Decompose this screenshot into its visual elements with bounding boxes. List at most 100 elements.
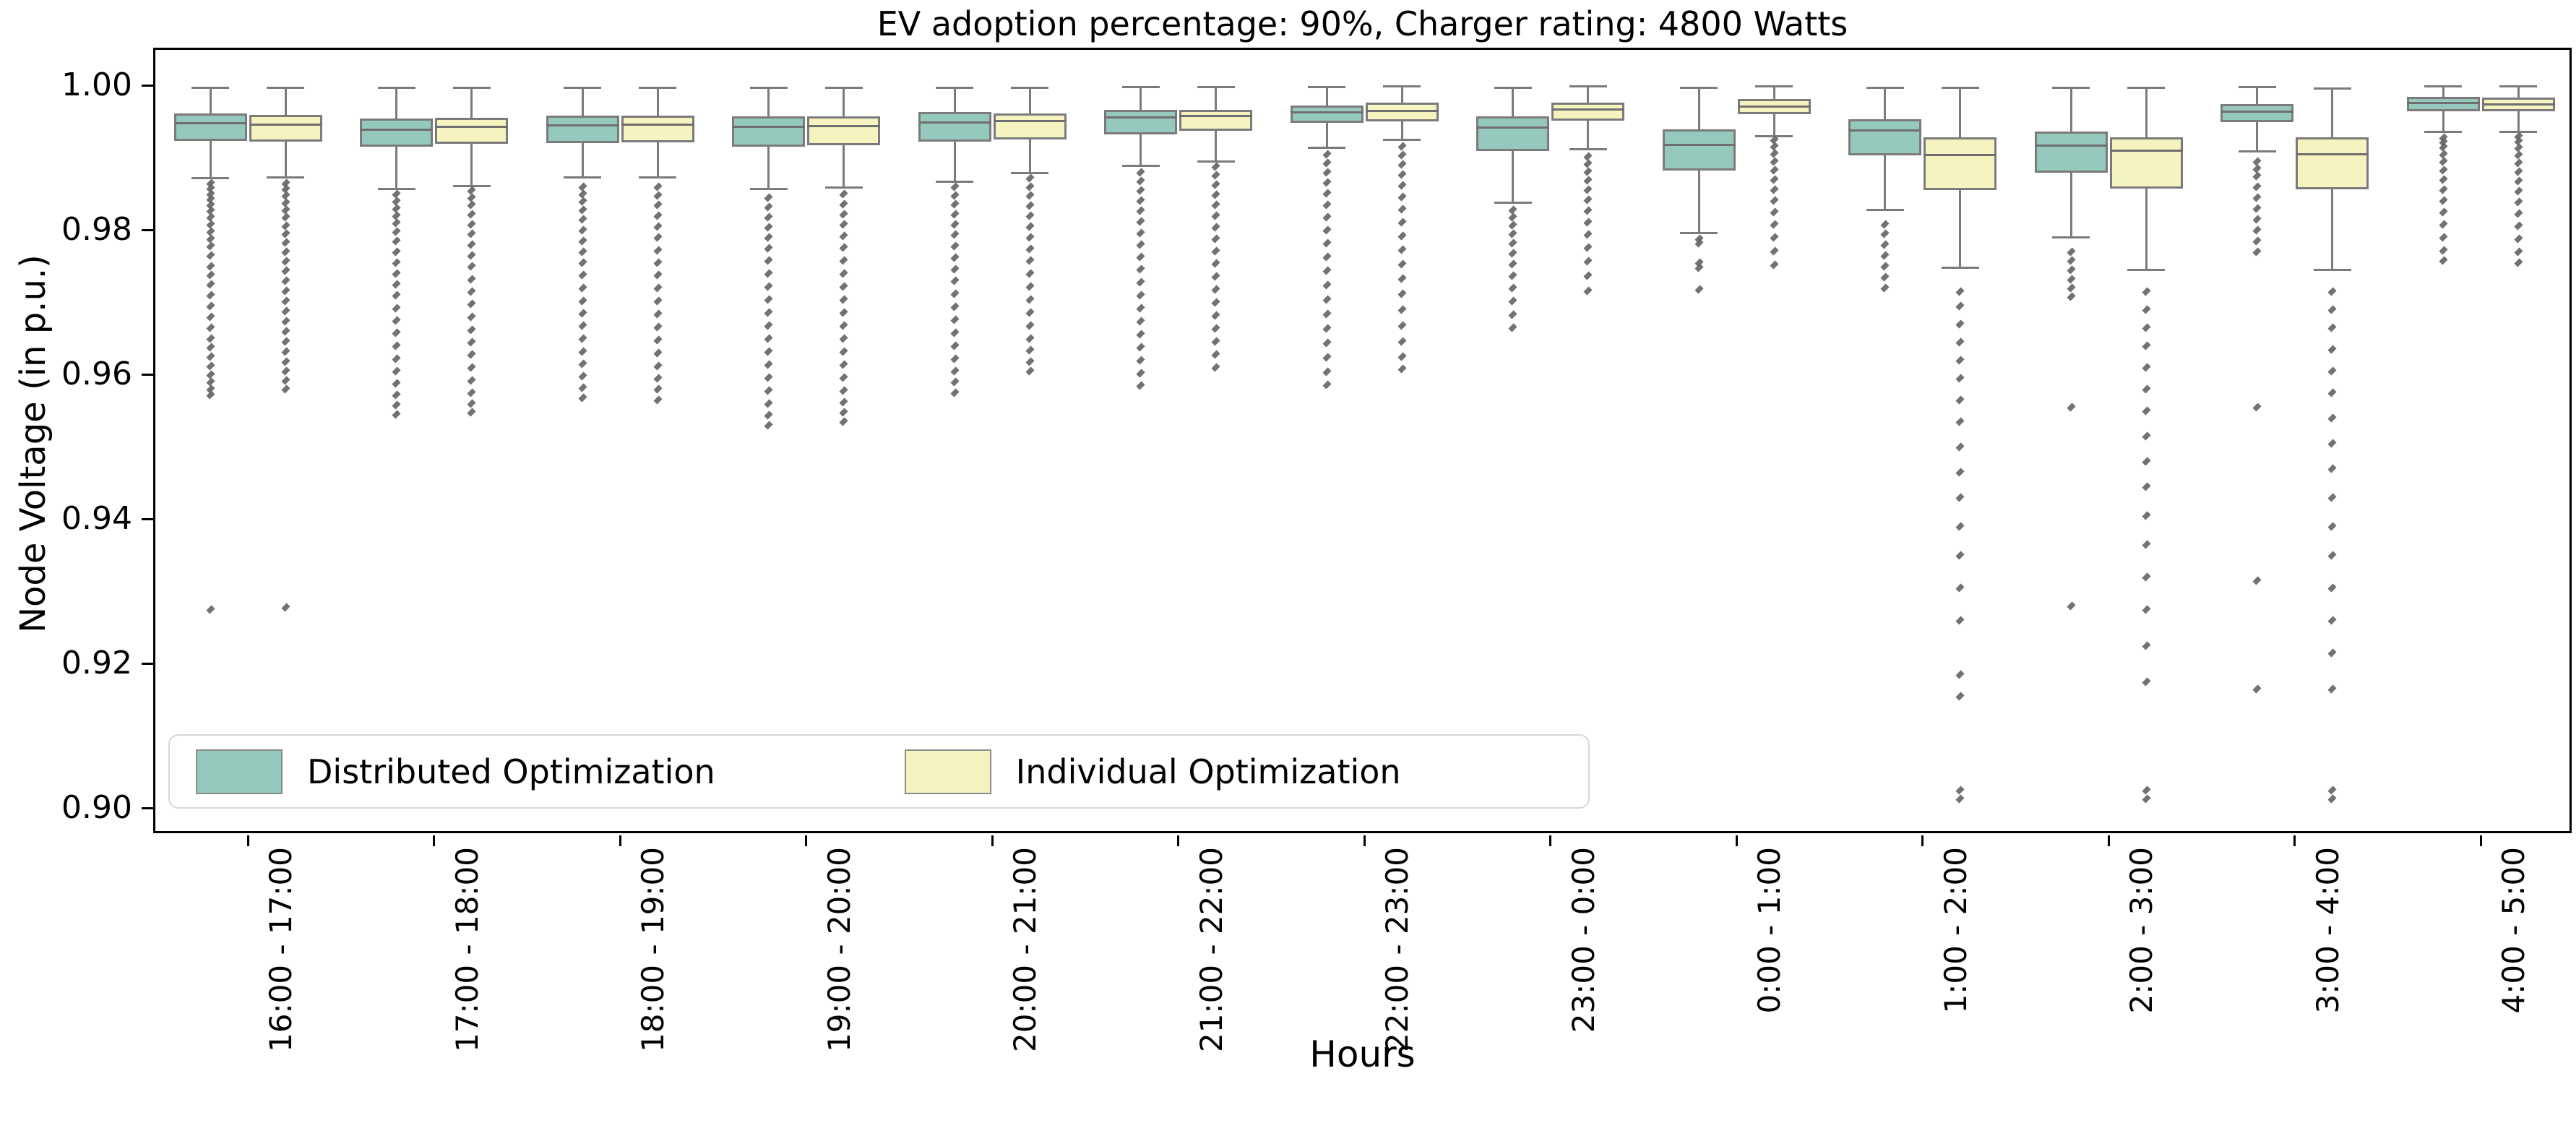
outlier-point <box>1955 286 1965 296</box>
outlier-point <box>280 237 290 247</box>
box-individual <box>1365 103 1439 121</box>
whisker-lower <box>395 147 397 189</box>
outlier-point <box>2327 785 2337 795</box>
outlier-point <box>949 199 960 209</box>
outlier-point <box>1769 232 1779 242</box>
whisker-cap-lower <box>377 187 415 190</box>
outlier-point <box>839 219 848 229</box>
outlier-point <box>2141 604 2151 614</box>
whisker-upper <box>2331 88 2333 137</box>
outlier-point <box>280 326 290 336</box>
outlier-point <box>1211 210 1220 220</box>
outlier-point <box>1322 280 1332 290</box>
outlier-point <box>1025 307 1035 317</box>
outlier-point <box>1508 309 1517 319</box>
whisker-cap-upper <box>1308 85 1345 88</box>
whisker-cap-lower <box>1197 160 1235 163</box>
outlier-point <box>392 268 401 278</box>
outlier-point <box>1136 316 1145 326</box>
outlier-point <box>1955 319 1965 329</box>
whisker-lower <box>1959 190 1961 267</box>
outlier-point <box>2327 684 2337 694</box>
y-tick-mark <box>142 662 153 665</box>
outlier-point <box>1508 212 1517 222</box>
outlier-point <box>839 294 848 304</box>
outlier-point <box>1880 228 1890 238</box>
outlier-point <box>2141 405 2151 416</box>
outlier-point <box>949 190 960 200</box>
outlier-point <box>1136 355 1145 365</box>
outlier-point <box>1955 416 1965 426</box>
outlier-point <box>1322 238 1332 248</box>
outlier-point <box>1136 303 1145 313</box>
plot-area: 1.00 0.98 0.96 0.94 0.92 0.90 16:00 - 17:00 17:… <box>61 48 2572 1052</box>
x-tick-mark <box>1177 835 1179 846</box>
outlier-point <box>1025 356 1035 366</box>
outlier-point <box>392 315 401 325</box>
outlier-point <box>392 390 401 400</box>
outlier-point <box>1583 270 1593 280</box>
outlier-point <box>2327 286 2337 296</box>
outlier-point <box>577 225 587 235</box>
outlier-point <box>2141 510 2151 520</box>
box-individual <box>435 118 508 144</box>
whisker-lower <box>1400 121 1403 139</box>
legend-label-distributed: Distributed Optimization <box>307 752 715 791</box>
outlier-point <box>467 407 476 417</box>
x-tick-mark <box>1549 835 1551 846</box>
outlier-point <box>1397 273 1407 283</box>
whisker-cap-upper <box>1569 85 1607 87</box>
outlier-point <box>577 257 587 267</box>
outlier-point <box>2513 208 2523 218</box>
x-tick-mark <box>2107 835 2110 846</box>
whisker-lower <box>843 145 845 187</box>
median-line <box>2296 152 2369 155</box>
outlier-point <box>392 279 401 289</box>
outlier-point <box>2252 246 2262 257</box>
outlier-point <box>2327 647 2337 658</box>
outlier-point <box>1955 492 1965 502</box>
outlier-point <box>1955 550 1965 560</box>
outlier-point <box>2438 245 2448 255</box>
outlier-point <box>1880 272 1890 282</box>
outlier-point <box>467 286 476 296</box>
outlier-point <box>1955 785 1965 795</box>
outlier-point <box>1025 333 1035 343</box>
whisker-cap-upper <box>1494 86 1532 89</box>
outlier-point <box>2066 601 2076 611</box>
outlier-point <box>1397 351 1407 361</box>
outlier-point <box>1211 170 1220 180</box>
whisker-cap-upper <box>267 86 304 89</box>
outlier-point <box>1955 442 1965 452</box>
outlier-point <box>839 189 848 199</box>
whisker-cap-upper <box>1941 86 1979 89</box>
outlier-point <box>2066 255 2076 265</box>
y-tick-mark <box>142 806 153 809</box>
whisker-cap-lower <box>1308 146 1345 149</box>
whisker-cap-lower <box>1383 138 1421 141</box>
whisker-upper <box>1028 87 1031 113</box>
x-tick-label: 22:00 - 23:00 <box>1379 847 1415 1052</box>
x-tick-label: 18:00 - 19:00 <box>635 847 671 1052</box>
whisker-cap-lower <box>936 180 973 183</box>
outlier-point <box>1880 283 1890 293</box>
whisker-lower <box>2069 173 2072 237</box>
whisker-cap-upper <box>1121 85 1160 88</box>
whisker-cap-lower <box>564 176 601 178</box>
outlier-point <box>392 257 401 267</box>
outlier-point <box>2252 684 2262 694</box>
whisker-lower <box>2331 189 2333 270</box>
outlier-point <box>2252 181 2262 192</box>
outlier-point <box>2141 572 2151 582</box>
x-tick-mark <box>619 835 621 846</box>
outlier-point <box>280 336 290 346</box>
outlier-point <box>1211 284 1220 294</box>
box-distributed <box>173 113 247 141</box>
outlier-point <box>467 398 476 408</box>
outlier-point <box>280 384 290 394</box>
x-tick-mark <box>1363 835 1366 846</box>
outlier-point <box>652 335 663 345</box>
whisker-lower <box>1325 123 1328 147</box>
median-line <box>2406 101 2480 104</box>
outlier-point <box>577 358 587 369</box>
